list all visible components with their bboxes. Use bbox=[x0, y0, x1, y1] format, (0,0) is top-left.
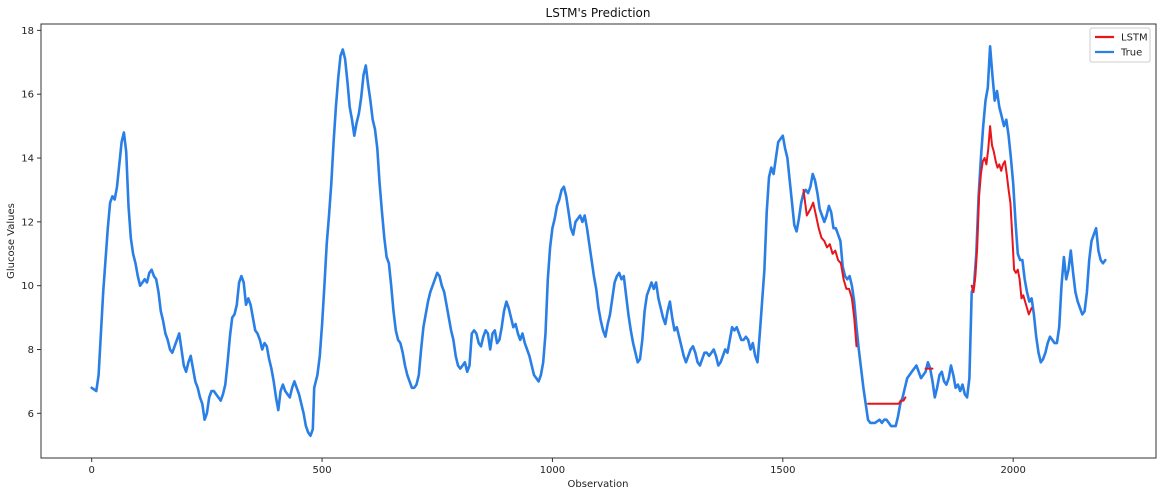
x-tick-label: 1000 bbox=[540, 465, 565, 476]
plot-area bbox=[41, 24, 1156, 458]
legend-label-true: True bbox=[1120, 48, 1142, 59]
legend: LSTM True bbox=[1089, 27, 1151, 63]
y-axis: 6 8 10 12 14 16 18 bbox=[21, 26, 41, 420]
x-axis-label: Observation bbox=[568, 479, 629, 490]
chart-title: LSTM's Prediction bbox=[546, 6, 651, 20]
series-line-lstm bbox=[802, 125, 1033, 405]
x-tick-label: 500 bbox=[313, 465, 332, 476]
series-line-true bbox=[90, 45, 1107, 437]
plot-frame bbox=[40, 23, 1157, 459]
y-tick-label: 10 bbox=[21, 281, 34, 292]
x-axis: 0 500 1000 1500 2000 bbox=[88, 458, 1026, 476]
series-layer bbox=[90, 45, 1107, 437]
y-tick-label: 16 bbox=[21, 90, 34, 101]
x-tick-label: 1500 bbox=[770, 465, 795, 476]
x-tick-label: 2000 bbox=[1000, 465, 1025, 476]
x-tick-label: 0 bbox=[88, 465, 94, 476]
y-axis-label: Glucose Values bbox=[6, 203, 17, 279]
y-tick-label: 18 bbox=[21, 26, 34, 37]
legend-label-lstm: LSTM bbox=[1121, 33, 1148, 44]
y-tick-label: 12 bbox=[21, 217, 34, 228]
y-tick-label: 6 bbox=[28, 409, 34, 420]
y-tick-label: 8 bbox=[28, 345, 34, 356]
y-tick-label: 14 bbox=[21, 154, 34, 165]
